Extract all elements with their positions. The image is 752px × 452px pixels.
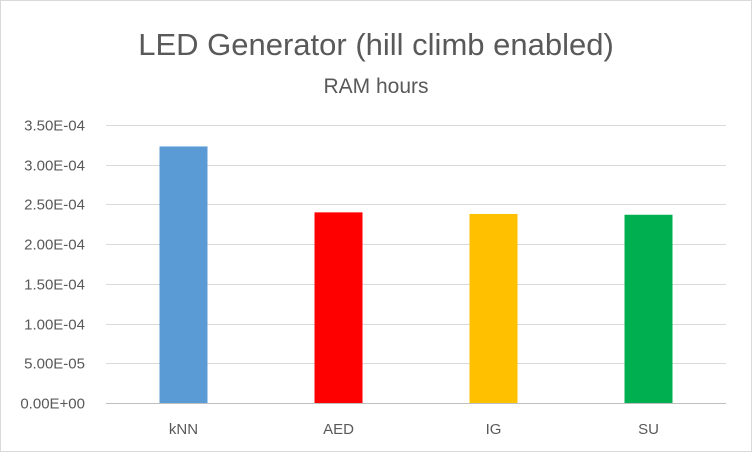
bar-knn <box>159 146 208 403</box>
chart-title: LED Generator (hill climb enabled) <box>138 27 614 62</box>
bars <box>159 146 673 403</box>
y-tick-label: 1.50E-04 <box>24 277 85 294</box>
bar-aed <box>314 212 363 403</box>
x-tick-label: IG <box>486 421 502 438</box>
y-tick-label: 0.00E+00 <box>20 396 85 413</box>
x-tick-label: SU <box>638 421 659 438</box>
bar-su <box>624 214 673 403</box>
gridlines <box>106 125 726 404</box>
x-tick-label: kNN <box>169 421 198 438</box>
x-axis: kNN AED IG SU <box>169 421 659 438</box>
y-axis: 0.00E+00 5.00E-05 1.00E-04 1.50E-04 2.00E-04… <box>20 118 85 413</box>
x-tick-label: AED <box>323 421 354 438</box>
y-tick-label: 2.50E-04 <box>24 197 85 214</box>
bar-ig <box>469 213 518 403</box>
y-tick-label: 3.00E-04 <box>24 158 85 175</box>
y-tick-label: 3.50E-04 <box>24 118 85 135</box>
y-tick-label: 2.00E-04 <box>24 237 85 254</box>
y-tick-label: 1.00E-04 <box>24 317 85 334</box>
chart-subtitle: RAM hours <box>323 75 428 98</box>
y-tick-label: 5.00E-05 <box>24 356 85 373</box>
